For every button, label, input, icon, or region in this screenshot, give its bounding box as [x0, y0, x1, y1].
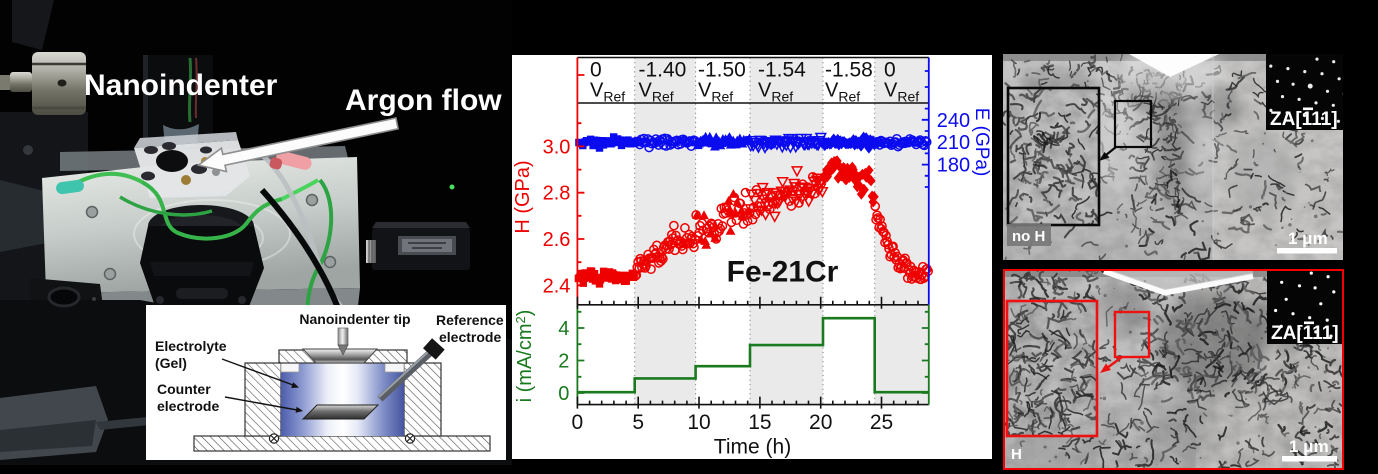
svg-text:-1.58: -1.58: [825, 59, 873, 82]
svg-text:Nanoindenter: Nanoindenter: [84, 69, 278, 102]
svg-text:0: 0: [884, 59, 896, 82]
svg-text:Argon flow: Argon flow: [345, 84, 502, 117]
svg-text:20: 20: [809, 411, 832, 434]
svg-text:0: 0: [590, 59, 602, 82]
svg-text:210: 210: [937, 132, 970, 154]
svg-text:Reference: Reference: [436, 312, 504, 328]
svg-text:5: 5: [632, 411, 644, 434]
svg-text:2.4: 2.4: [543, 275, 571, 297]
svg-text:Nanoindenter tip: Nanoindenter tip: [299, 311, 410, 327]
svg-text:ZA[111]: ZA[111]: [1270, 109, 1338, 130]
svg-text:15: 15: [748, 411, 771, 434]
svg-text:-1.50: -1.50: [698, 59, 746, 82]
svg-text:3.0: 3.0: [543, 136, 571, 158]
svg-text:electrode: electrode: [439, 329, 501, 345]
svg-text:H: H: [1011, 446, 1022, 463]
svg-text:(Gel): (Gel): [155, 355, 187, 371]
svg-text:25: 25: [870, 411, 893, 434]
svg-text:i (mA/cm2): i (mA/cm2): [513, 310, 536, 403]
svg-text:2.6: 2.6: [543, 229, 571, 251]
svg-text:electrode: electrode: [157, 398, 219, 414]
svg-text:-1.54: -1.54: [758, 59, 806, 82]
svg-text:1 μm: 1 μm: [1288, 229, 1328, 248]
svg-text:10: 10: [687, 411, 710, 434]
svg-text:E (GPa): E (GPa): [971, 108, 992, 177]
svg-text:4: 4: [558, 318, 569, 340]
svg-text:H (GPa): H (GPa): [512, 160, 534, 233]
svg-text:ZA[111]: ZA[111]: [1271, 323, 1339, 344]
svg-text:0: 0: [572, 411, 584, 434]
svg-text:1 μm: 1 μm: [1289, 437, 1329, 456]
svg-text:no H: no H: [1012, 228, 1045, 245]
svg-text:180: 180: [937, 155, 970, 177]
svg-text:2: 2: [558, 351, 569, 373]
svg-text:Fe-21Cr: Fe-21Cr: [727, 256, 839, 289]
svg-text:Electrolyte: Electrolyte: [155, 338, 227, 354]
svg-text:0: 0: [558, 383, 569, 405]
svg-text:240: 240: [937, 110, 970, 132]
svg-text:-1.40: -1.40: [639, 59, 687, 82]
svg-text:Time (h): Time (h): [714, 436, 791, 459]
svg-text:Counter: Counter: [157, 381, 211, 397]
svg-text:2.8: 2.8: [543, 183, 571, 205]
